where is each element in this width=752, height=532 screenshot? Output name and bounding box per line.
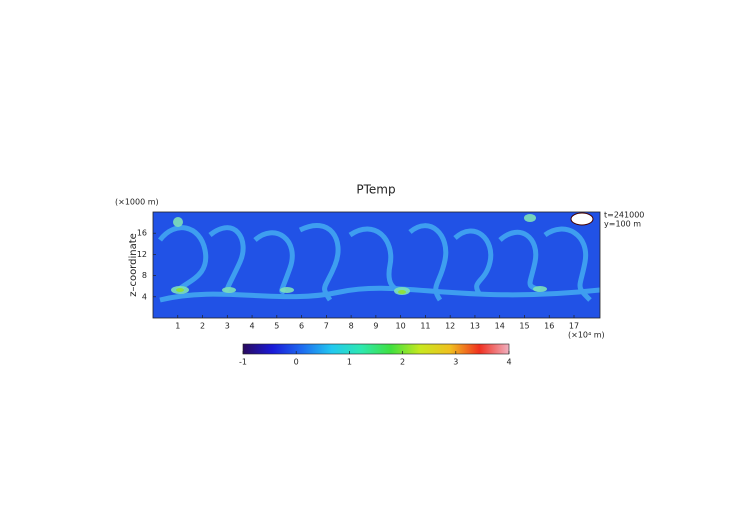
chart-title: PTemp xyxy=(356,183,395,197)
x-tick-label: 17 xyxy=(569,322,579,331)
x-tick-label: 3 xyxy=(225,322,230,331)
x-tick-label: 2 xyxy=(200,322,205,331)
x-unit: (×10⁴ m) xyxy=(568,331,605,340)
y-unit: (×1000 m) xyxy=(115,198,159,207)
x-tick-label: 4 xyxy=(250,322,255,331)
colorbar-tick-label: 0 xyxy=(294,358,299,367)
colorbar-tick-label: 4 xyxy=(506,358,511,367)
x-tick-label: 15 xyxy=(519,322,529,331)
y-tick-label: 12 xyxy=(137,250,147,259)
field xyxy=(153,212,600,318)
y-tick-label: 8 xyxy=(142,271,147,280)
x-tick-label: 16 xyxy=(544,322,554,331)
plot-frame xyxy=(152,211,601,319)
x-tick-label: 7 xyxy=(324,322,329,331)
x-tick-label: 12 xyxy=(445,322,455,331)
x-tick-label: 6 xyxy=(299,322,304,331)
colorbar xyxy=(242,343,510,355)
annotation: t=241000 xyxy=(604,211,644,220)
y-label: z–coordinate xyxy=(128,233,139,297)
x-tick-label: 8 xyxy=(349,322,354,331)
x-tick-label: 14 xyxy=(495,322,505,331)
colorbar-tick-label: -1 xyxy=(239,358,247,367)
x-tick-label: 11 xyxy=(420,322,430,331)
colorbar-tick-label: 3 xyxy=(453,358,458,367)
x-tick-label: 9 xyxy=(373,322,378,331)
annotation: y=100 m xyxy=(604,220,641,229)
y-tick-label: 4 xyxy=(142,292,147,301)
x-tick-label: 1 xyxy=(175,322,180,331)
colorbar-tick-label: 1 xyxy=(347,358,352,367)
x-tick-label: 10 xyxy=(396,322,406,331)
x-tick-label: 5 xyxy=(274,322,279,331)
y-tick-label: 16 xyxy=(137,229,147,238)
colorbar-tick-label: 2 xyxy=(400,358,405,367)
x-tick-label: 13 xyxy=(470,322,480,331)
